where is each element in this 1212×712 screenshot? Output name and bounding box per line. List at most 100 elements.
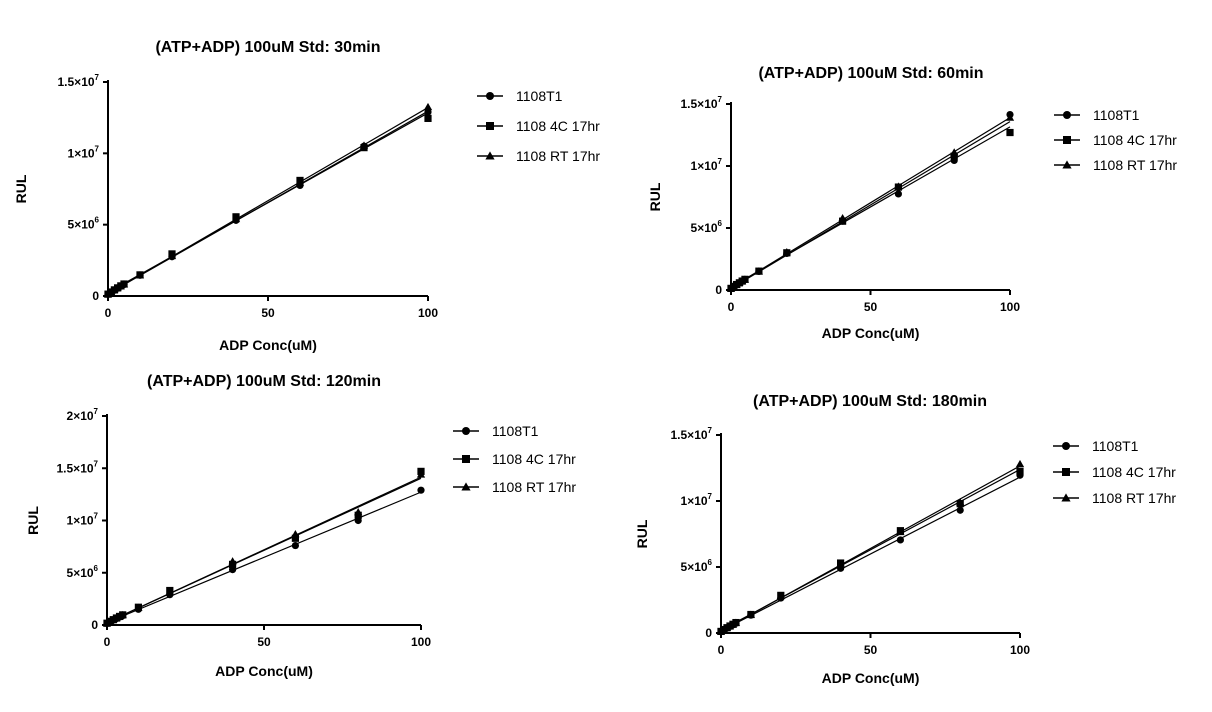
data-point <box>165 587 174 596</box>
chart-title: (ATP+ADP) 100uM Std: 60min <box>758 65 983 82</box>
x-tick-label: 0 <box>104 635 111 649</box>
legend-label: 1108 RT 17hr <box>492 479 576 495</box>
data-point <box>291 534 299 542</box>
x-tick-label: 50 <box>257 635 271 649</box>
data-point <box>423 102 433 111</box>
x-tick-label: 0 <box>728 300 735 314</box>
legend-marker <box>462 427 470 435</box>
chart-panel: (ATP+ADP) 100uM Std: 60min 0 50 100 0 5×106 1×… <box>647 65 1177 341</box>
chart-panel: (ATP+ADP) 100uM Std: 120min 0 50 100 0 5×106 1… <box>25 373 576 679</box>
y-tick-label: 1×107 <box>691 157 723 173</box>
data-point <box>359 141 369 149</box>
x-axis-label: ADP Conc(uM) <box>822 325 920 341</box>
y-axis-label: RUL <box>13 174 29 203</box>
legend-label: 1108T1 <box>1092 438 1139 454</box>
data-point <box>1006 128 1014 137</box>
data-point <box>135 271 145 279</box>
y-tick-label: 0 <box>92 289 99 303</box>
fit-line <box>106 476 422 623</box>
data-point <box>782 248 791 256</box>
x-tick-label: 100 <box>418 306 438 320</box>
data-point <box>354 508 363 516</box>
data-point <box>754 267 764 275</box>
x-tick-label: 0 <box>105 306 112 320</box>
data-point <box>116 282 125 290</box>
fit-line <box>720 476 1021 632</box>
chart-title: (ATP+ADP) 100uM Std: 30min <box>155 39 380 56</box>
legend-label: 1108 4C 17hr <box>1092 464 1176 480</box>
chart-title: (ATP+ADP) 100uM Std: 180min <box>753 393 987 410</box>
data-point <box>950 152 958 160</box>
legend-label: 1108 RT 17hr <box>516 148 600 164</box>
legend-marker <box>1062 160 1072 169</box>
y-tick-label: 1.5×107 <box>57 459 99 475</box>
legend-label: 1108T1 <box>1093 107 1140 123</box>
x-tick-label: 50 <box>864 300 878 314</box>
data-point <box>291 529 300 538</box>
x-tick-label: 0 <box>718 643 725 657</box>
legend-label: 1108 RT 17hr <box>1093 157 1177 173</box>
data-point <box>956 498 965 506</box>
legend-label: 1108T1 <box>516 88 563 104</box>
data-point <box>1005 113 1015 121</box>
data-point <box>746 610 756 618</box>
legend-marker <box>1063 136 1071 144</box>
data-point <box>134 603 143 611</box>
y-tick-label: 2×107 <box>67 407 99 423</box>
data-point <box>896 527 905 536</box>
data-point <box>417 486 425 494</box>
data-point <box>776 591 785 600</box>
legend-label: 1108 4C 17hr <box>1093 132 1177 148</box>
legend-marker <box>1062 442 1070 450</box>
y-tick-label: 5×106 <box>67 564 99 580</box>
data-point <box>295 178 305 186</box>
data-point <box>956 506 964 514</box>
data-point <box>424 114 432 122</box>
y-axis-label: RUL <box>25 506 41 535</box>
legend-label: 1108T1 <box>492 423 539 439</box>
legend-label: 1108 4C 17hr <box>492 451 576 467</box>
y-tick-label: 1×107 <box>68 144 100 160</box>
chart-panel: (ATP+ADP) 100uM Std: 180min 0 50 100 0 5×106 1… <box>634 393 1176 686</box>
legend-marker <box>461 482 471 491</box>
fit-line <box>106 491 422 624</box>
legend-marker <box>486 122 494 130</box>
data-point <box>1015 459 1025 468</box>
y-tick-label: 5×106 <box>68 216 100 232</box>
legend-marker <box>485 151 495 160</box>
data-point <box>896 536 905 544</box>
data-point <box>416 470 426 478</box>
y-tick-label: 1.5×107 <box>58 73 100 89</box>
data-point <box>1016 467 1024 475</box>
y-tick-label: 5×106 <box>681 558 713 574</box>
legend-marker <box>462 455 470 463</box>
x-tick-label: 50 <box>864 643 878 657</box>
x-tick-label: 100 <box>411 635 431 649</box>
y-tick-label: 1×107 <box>681 492 713 508</box>
data-point <box>354 511 362 519</box>
legend-label: 1108 4C 17hr <box>516 118 600 134</box>
data-point <box>740 275 750 283</box>
y-tick-label: 5×106 <box>691 219 723 235</box>
data-point <box>119 280 129 288</box>
y-tick-label: 0 <box>705 626 712 640</box>
legend-label: 1108 RT 17hr <box>1092 490 1176 506</box>
data-point <box>291 541 299 550</box>
data-point <box>894 182 903 190</box>
legend-marker <box>1061 493 1071 502</box>
chart-title: (ATP+ADP) 100uM Std: 120min <box>147 373 381 390</box>
data-point <box>118 610 127 619</box>
data-point <box>836 559 845 567</box>
legend-marker <box>1063 111 1071 119</box>
x-axis-label: ADP Conc(uM) <box>219 337 317 353</box>
y-tick-label: 1×107 <box>67 512 99 528</box>
data-point <box>228 557 237 565</box>
data-point <box>731 618 741 626</box>
data-point <box>838 213 847 222</box>
fit-line <box>107 107 429 295</box>
legend-marker <box>1062 468 1070 476</box>
y-tick-label: 1.5×107 <box>671 426 713 442</box>
y-axis-label: RUL <box>647 182 663 211</box>
data-point <box>231 214 241 223</box>
